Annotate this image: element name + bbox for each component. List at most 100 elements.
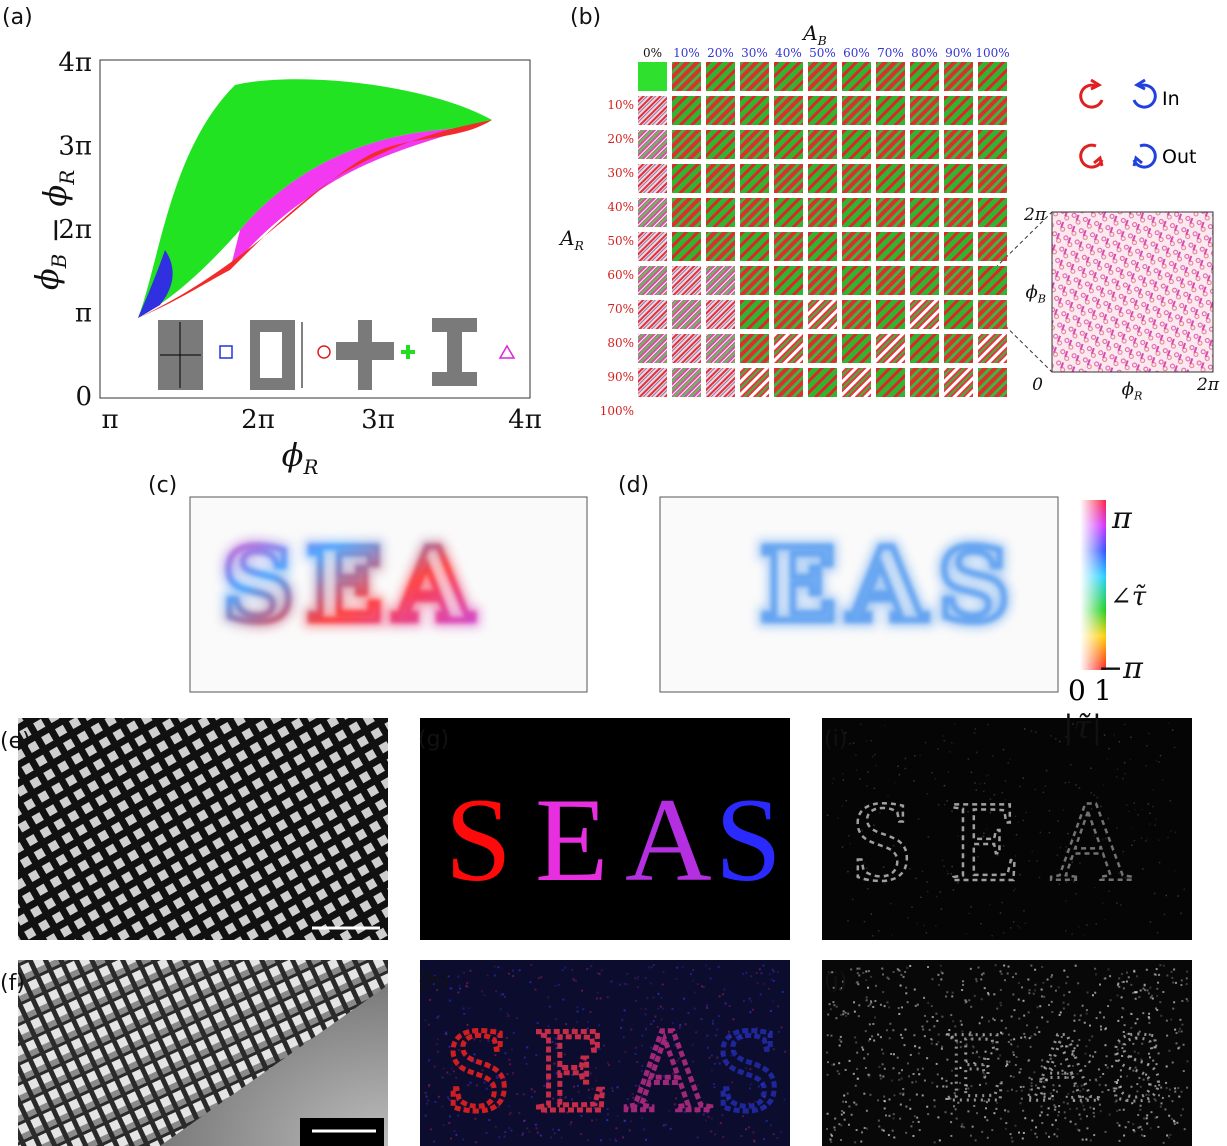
speckle-dot — [640, 1070, 643, 1073]
cloud-red — [138, 120, 492, 318]
speckle-dot — [981, 1016, 984, 1019]
speckle-dot — [1072, 1054, 1075, 1057]
speckle-dot — [869, 1000, 872, 1003]
speckle-dot — [1172, 759, 1174, 761]
speckle-dot — [1045, 769, 1048, 772]
speckle-dot — [1122, 987, 1125, 990]
speckle-dot — [892, 1029, 895, 1032]
speckle-dot — [607, 1113, 610, 1116]
speckle-dot — [1108, 747, 1110, 750]
speckle-dot — [718, 1062, 721, 1065]
speckle-dot — [830, 1140, 833, 1143]
speckle-dot — [596, 991, 599, 994]
speckle-dot — [600, 1088, 603, 1091]
speckle-dot — [864, 1030, 867, 1033]
speckle-dot — [888, 1114, 891, 1117]
speckle-dot — [993, 1112, 996, 1115]
speckle-dot — [1180, 1114, 1183, 1117]
speckle-dot — [965, 932, 968, 935]
inset-tick: 0 — [1032, 375, 1043, 395]
speckle-dot — [892, 1113, 895, 1116]
speckle-dot — [961, 1123, 964, 1126]
speckle-dot — [1173, 1001, 1176, 1004]
speckle-dot — [1069, 858, 1071, 860]
speckle-dot — [512, 975, 515, 978]
speckle-dot — [855, 1041, 858, 1044]
speckle-dot — [995, 1107, 998, 1110]
speckle-dot — [1027, 978, 1030, 981]
speckle-dot — [448, 1115, 451, 1118]
speckle-dot — [1034, 1033, 1037, 1036]
speckle-dot — [1019, 1068, 1022, 1071]
speckle-dot — [840, 987, 843, 990]
speckle-dot — [1174, 870, 1176, 872]
speckle-dot — [1029, 1045, 1032, 1048]
speckle-dot — [887, 977, 890, 980]
speckle-dot — [1121, 1055, 1124, 1058]
speckle-dot — [943, 784, 945, 787]
speckle-dot — [424, 1091, 427, 1094]
speckle-dot — [1006, 1089, 1009, 1092]
speckle-dot — [1174, 1087, 1177, 1090]
speckle-dot — [931, 771, 933, 774]
speckle-dot — [745, 971, 748, 974]
speckle-dot — [1130, 736, 1132, 739]
speckle-dot — [1006, 1063, 1009, 1066]
speckle-dot — [1104, 977, 1107, 980]
speckle-dot — [1022, 999, 1025, 1002]
speckle-dot — [432, 983, 435, 986]
speckle-dot — [1066, 1076, 1069, 1079]
speckle-dot — [1080, 1084, 1083, 1087]
speckle-dot — [523, 1056, 526, 1059]
speckle-dot — [883, 1107, 886, 1110]
speckle-dot — [718, 1015, 721, 1018]
speckle-dot — [1009, 758, 1011, 760]
speckle-dot — [1018, 1017, 1021, 1020]
speckle-dot — [1138, 1030, 1141, 1033]
speckle-dot — [1103, 734, 1106, 736]
x-tick-label: π — [101, 405, 118, 435]
math-sub: R — [56, 170, 79, 186]
speckle-dot — [1076, 1128, 1079, 1131]
speckle-dot — [1032, 992, 1035, 995]
speckle-dot — [629, 1028, 632, 1031]
speckle-dot — [1066, 1072, 1069, 1075]
speckle-dot — [772, 1133, 775, 1136]
speckle-dot — [1102, 784, 1105, 786]
speckle-dot — [1123, 723, 1126, 726]
speckle-dot — [1097, 804, 1099, 806]
speckle-dot — [1121, 1007, 1124, 1010]
speckle-dot — [456, 1036, 459, 1039]
speckle-dot — [1099, 1110, 1102, 1113]
grid-tile — [774, 62, 803, 91]
speckle-dot — [945, 1033, 948, 1036]
speckle-dot — [847, 1012, 850, 1015]
speckle-dot — [1109, 975, 1112, 978]
speckle-dot — [871, 1035, 874, 1038]
image-frame — [659, 496, 1059, 693]
row-label: 100% — [600, 404, 634, 418]
speckle-dot — [1097, 1098, 1100, 1101]
speckle-dot — [1049, 1092, 1052, 1095]
speckle-dot — [441, 1105, 444, 1108]
speckle-dot — [899, 969, 902, 972]
speckle-dot — [1104, 1084, 1107, 1087]
speckle-dot — [550, 1109, 553, 1112]
speckle-dot — [1118, 1124, 1121, 1127]
cloud-blue — [138, 250, 173, 318]
speckle-dot — [707, 1115, 710, 1118]
speckle-dot — [1086, 924, 1088, 926]
speckle-dot — [917, 818, 920, 820]
speckle-dot — [783, 1098, 786, 1101]
speckle-dot — [999, 1117, 1002, 1120]
speckle-dot — [833, 1126, 836, 1129]
speckle-dot — [725, 1063, 728, 1066]
speckle-dot — [1061, 1069, 1064, 1072]
speckle-dot — [505, 1036, 508, 1039]
speckle-dot — [947, 771, 950, 773]
speckle-dot — [1007, 1033, 1010, 1036]
speckle-dot — [764, 1105, 767, 1108]
speckle-dot — [1130, 1055, 1133, 1058]
speckle-dot — [888, 1037, 891, 1040]
speckle-dot — [689, 972, 692, 975]
